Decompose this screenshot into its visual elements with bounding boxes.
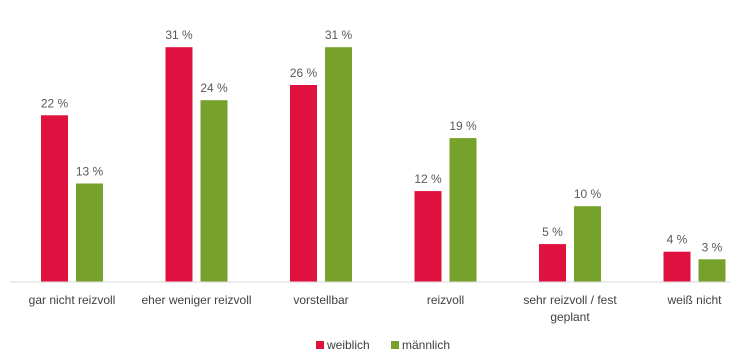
category-label-3: reizvoll (427, 293, 464, 307)
data-label-männlich-5: 3 % (702, 240, 723, 254)
legend: weiblich männlich (316, 338, 450, 352)
data-label-männlich-3: 19 % (449, 119, 477, 133)
category-label-4: sehr reizvoll / fest geplant (523, 293, 617, 324)
category-label-line: geplant (550, 310, 590, 324)
legend-swatch-weiblich (316, 341, 324, 349)
category-label-line: vorstellbar (293, 293, 348, 307)
data-label-männlich-2: 31 % (325, 28, 353, 42)
category-label-0: gar nicht reizvoll (29, 293, 116, 307)
bar-weiblich-2 (290, 85, 317, 282)
legend-swatch-männlich (391, 341, 399, 349)
bar-männlich-0 (76, 183, 103, 282)
category-label-5: weiß nicht (666, 293, 722, 307)
bar-männlich-1 (200, 100, 228, 282)
category-label-line: weiß nicht (666, 293, 722, 307)
bars-group (41, 47, 726, 283)
category-labels-group: gar nicht reizvoll eher weniger reizvoll v… (29, 293, 723, 324)
data-label-männlich-4: 10 % (574, 187, 602, 201)
bar-weiblich-3 (414, 191, 442, 282)
bar-männlich-5 (698, 259, 726, 282)
bar-weiblich-4 (539, 244, 566, 282)
bar-männlich-4 (574, 206, 601, 282)
bar-männlich-2 (325, 47, 352, 283)
legend-label-männlich: männlich (402, 338, 450, 352)
data-label-weiblich-3: 12 % (414, 172, 442, 186)
category-label-line: sehr reizvoll / fest (523, 293, 617, 307)
data-label-weiblich-4: 5 % (542, 225, 563, 239)
bar-weiblich-0 (41, 115, 68, 282)
category-label-2: vorstellbar (293, 293, 348, 307)
category-label-line: eher weniger reizvoll (141, 293, 251, 307)
category-label-line: reizvoll (427, 293, 464, 307)
category-label-1: eher weniger reizvoll (141, 293, 251, 307)
data-label-männlich-1: 24 % (200, 81, 228, 95)
bar-weiblich-1 (165, 47, 193, 283)
data-label-weiblich-0: 22 % (41, 96, 69, 110)
data-label-weiblich-1: 31 % (165, 28, 193, 42)
data-label-weiblich-5: 4 % (667, 233, 688, 247)
bar-männlich-3 (449, 138, 477, 282)
bar-weiblich-5 (663, 251, 691, 282)
value-labels-group: 22 % 13 % 31 % 24 % 26 % 31 % 12 % 19 % 5 % 10 % 4… (41, 28, 723, 254)
category-label-line: gar nicht reizvoll (29, 293, 116, 307)
data-label-männlich-0: 13 % (76, 165, 104, 179)
legend-label-weiblich: weiblich (326, 338, 370, 352)
data-label-weiblich-2: 26 % (290, 66, 318, 80)
